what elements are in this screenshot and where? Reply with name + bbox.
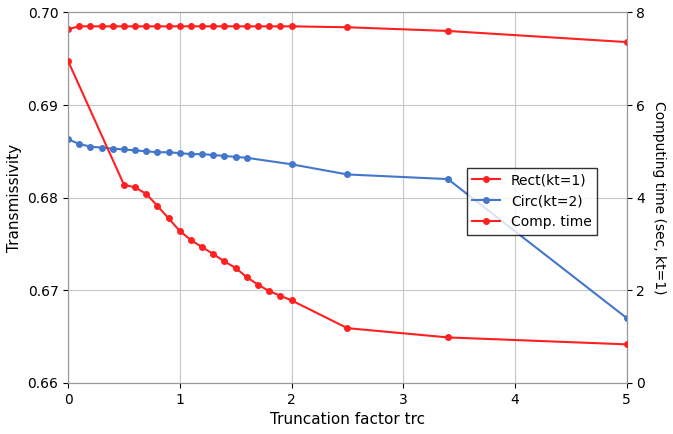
Circ(kt=2) xyxy=(120,147,128,152)
Comp. time xyxy=(343,326,351,331)
Comp. time xyxy=(623,342,631,347)
Comp. time xyxy=(131,185,139,190)
Comp. time xyxy=(243,275,251,280)
Comp. time xyxy=(176,228,184,233)
Rect(kt=1) xyxy=(75,24,83,29)
Circ(kt=2) xyxy=(86,144,94,149)
Rect(kt=1) xyxy=(109,24,117,29)
Comp. time xyxy=(142,191,150,197)
Rect(kt=1) xyxy=(232,24,240,29)
Comp. time xyxy=(444,335,452,340)
Rect(kt=1) xyxy=(120,24,128,29)
Rect(kt=1) xyxy=(287,24,295,29)
Line: Comp. time: Comp. time xyxy=(65,58,629,347)
Comp. time xyxy=(221,259,229,264)
Rect(kt=1) xyxy=(98,24,106,29)
Circ(kt=2) xyxy=(444,177,452,182)
Rect(kt=1) xyxy=(444,28,452,33)
Rect(kt=1) xyxy=(131,24,139,29)
Rect(kt=1) xyxy=(176,24,184,29)
Rect(kt=1) xyxy=(343,25,351,30)
Circ(kt=2) xyxy=(221,153,229,158)
Rect(kt=1) xyxy=(221,24,229,29)
Line: Circ(kt=2): Circ(kt=2) xyxy=(65,137,629,321)
Rect(kt=1) xyxy=(254,24,262,29)
Rect(kt=1) xyxy=(187,24,195,29)
Comp. time xyxy=(277,293,285,298)
Rect(kt=1) xyxy=(265,24,273,29)
Comp. time xyxy=(287,298,295,303)
Circ(kt=2) xyxy=(232,154,240,159)
Rect(kt=1) xyxy=(165,24,173,29)
Circ(kt=2) xyxy=(98,145,106,150)
Circ(kt=2) xyxy=(131,148,139,153)
Comp. time xyxy=(165,216,173,221)
Comp. time xyxy=(153,204,162,209)
Circ(kt=2) xyxy=(153,150,162,155)
Rect(kt=1) xyxy=(86,24,94,29)
Circ(kt=2) xyxy=(209,152,217,158)
Comp. time xyxy=(187,237,195,243)
X-axis label: Truncation factor trc: Truncation factor trc xyxy=(270,412,425,427)
Comp. time xyxy=(198,244,206,250)
Comp. time xyxy=(64,59,72,64)
Circ(kt=2) xyxy=(142,149,150,154)
Rect(kt=1) xyxy=(142,24,150,29)
Line: Rect(kt=1): Rect(kt=1) xyxy=(65,23,629,45)
Legend: Rect(kt=1), Circ(kt=2), Comp. time: Rect(kt=1), Circ(kt=2), Comp. time xyxy=(466,168,598,234)
Circ(kt=2) xyxy=(109,146,117,151)
Rect(kt=1) xyxy=(198,24,206,29)
Circ(kt=2) xyxy=(623,316,631,321)
Comp. time xyxy=(232,265,240,270)
Comp. time xyxy=(120,182,128,187)
Comp. time xyxy=(265,289,273,294)
Circ(kt=2) xyxy=(343,172,351,177)
Rect(kt=1) xyxy=(623,39,631,45)
Rect(kt=1) xyxy=(64,26,72,32)
Circ(kt=2) xyxy=(287,162,295,167)
Circ(kt=2) xyxy=(64,137,72,142)
Y-axis label: Computing time (sec, kt=1): Computing time (sec, kt=1) xyxy=(652,101,666,294)
Circ(kt=2) xyxy=(75,141,83,147)
Rect(kt=1) xyxy=(243,24,251,29)
Comp. time xyxy=(209,251,217,256)
Circ(kt=2) xyxy=(187,151,195,157)
Rect(kt=1) xyxy=(277,24,285,29)
Circ(kt=2) xyxy=(198,151,206,157)
Rect(kt=1) xyxy=(209,24,217,29)
Y-axis label: Transmissivity: Transmissivity xyxy=(7,144,22,252)
Comp. time xyxy=(254,282,262,287)
Rect(kt=1) xyxy=(153,24,162,29)
Circ(kt=2) xyxy=(165,150,173,155)
Circ(kt=2) xyxy=(243,155,251,161)
Circ(kt=2) xyxy=(176,151,184,156)
